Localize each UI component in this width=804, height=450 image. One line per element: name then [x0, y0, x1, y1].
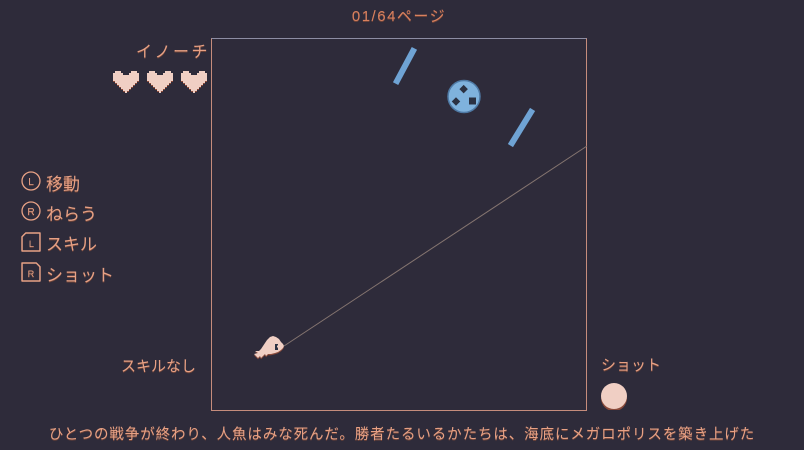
svg-text:R: R	[27, 208, 34, 219]
svg-text:R: R	[28, 269, 35, 279]
svg-text:L: L	[28, 177, 34, 188]
svg-text:L: L	[29, 239, 34, 249]
